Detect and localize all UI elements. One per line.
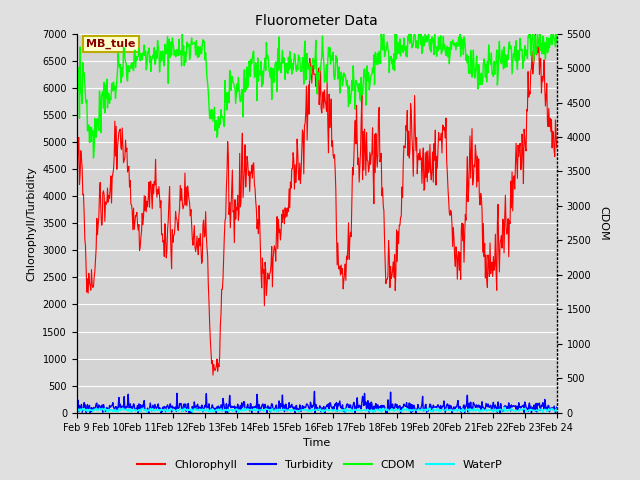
Turbidity — [86, 410, 94, 416]
CDOM — [207, 108, 214, 113]
WaterP — [389, 408, 397, 413]
Turbidity — [310, 388, 318, 394]
Chlorophyll — [376, 105, 383, 110]
Y-axis label: CDOM: CDOM — [598, 206, 608, 240]
CDOM — [390, 51, 397, 57]
Line: Turbidity: Turbidity — [77, 391, 557, 413]
CDOM — [553, 39, 561, 45]
Chlorophyll — [389, 259, 397, 265]
X-axis label: Time: Time — [303, 438, 330, 448]
CDOM — [73, 77, 81, 83]
Chlorophyll — [553, 145, 561, 151]
CDOM — [181, 49, 189, 55]
Chlorophyll — [73, 145, 81, 151]
WaterP — [73, 407, 81, 412]
WaterP — [500, 405, 508, 410]
Turbidity — [376, 406, 384, 411]
Title: Fluorometer Data: Fluorometer Data — [255, 14, 378, 28]
Line: CDOM: CDOM — [77, 34, 557, 158]
Chlorophyll — [209, 372, 217, 378]
Turbidity — [206, 407, 214, 412]
Text: MB_tule: MB_tule — [86, 39, 136, 49]
Chlorophyll — [532, 31, 540, 36]
WaterP — [376, 408, 383, 414]
Chlorophyll — [131, 220, 139, 226]
WaterP — [132, 408, 140, 414]
Turbidity — [390, 405, 397, 411]
Turbidity — [82, 402, 90, 408]
CDOM — [132, 65, 140, 71]
Line: WaterP: WaterP — [77, 408, 557, 412]
Legend: Chlorophyll, Turbidity, CDOM, WaterP: Chlorophyll, Turbidity, CDOM, WaterP — [133, 456, 507, 474]
Line: Chlorophyll: Chlorophyll — [77, 34, 557, 375]
WaterP — [83, 407, 90, 413]
WaterP — [206, 408, 214, 413]
Y-axis label: Chlorophyll/Turbidity: Chlorophyll/Turbidity — [27, 166, 36, 281]
Chlorophyll — [180, 204, 188, 209]
Chlorophyll — [205, 299, 213, 305]
WaterP — [74, 409, 81, 415]
CDOM — [82, 95, 90, 101]
Chlorophyll — [82, 243, 90, 249]
Turbidity — [132, 407, 140, 413]
Turbidity — [553, 404, 561, 410]
WaterP — [553, 406, 561, 411]
CDOM — [90, 155, 97, 161]
WaterP — [180, 407, 188, 413]
Turbidity — [180, 401, 188, 407]
CDOM — [179, 31, 186, 36]
CDOM — [376, 51, 384, 57]
Turbidity — [73, 394, 81, 399]
